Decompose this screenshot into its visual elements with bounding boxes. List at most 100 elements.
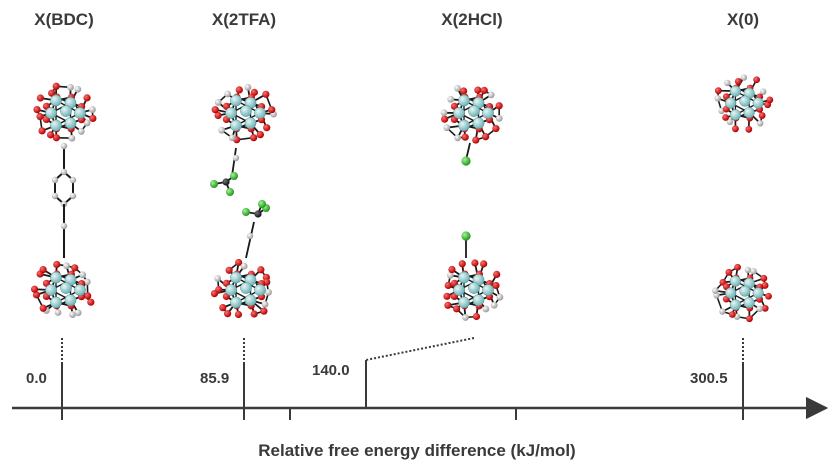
oxygen-atom [459,260,466,267]
zirconium-atom [230,120,241,131]
fluorine-atom [226,188,234,196]
oxygen-atom [753,76,760,83]
carbon-atom [254,210,261,217]
energy-level-ticks [62,360,743,420]
oxygen-atom [734,264,741,271]
oxygen-atom [759,112,766,119]
oxygen-atom [445,282,452,289]
zr6-cluster [441,85,503,144]
hydrogen-atom [443,124,450,131]
hydrogen-atom [245,84,252,91]
oxygen-atom [474,87,481,94]
zirconium-atom [753,288,764,299]
zirconium-atom [45,107,56,118]
oxygen-atom [40,305,47,312]
cluster-structures [31,74,773,322]
oxygen-atom [766,96,773,103]
hydrogen-atom [214,275,221,282]
hydrogen-atom [262,301,269,308]
oxygen-atom [492,125,499,132]
oxygen-atom [729,311,736,318]
linker-structures [52,143,471,258]
zirconium-atom [74,284,85,295]
fluorine-atom [242,208,250,216]
zirconium-atom [240,105,251,116]
oxygen-atom [481,87,488,94]
oxygen-atom [89,115,96,122]
oxygen-atom [480,260,487,267]
hydrogen-atom [265,289,272,296]
oxygen-atom [472,136,479,143]
zirconium-atom [60,105,71,116]
oxygen-atom [268,106,275,113]
cf3-group [242,200,270,218]
oxygen-atom [762,305,769,312]
zr6-cluster [211,259,272,318]
fluorine-atom [210,180,218,188]
oxygen-atom [745,126,752,133]
hydrogen-atom [215,99,222,106]
zr6-cluster [33,83,96,142]
oxygen-atom [453,305,460,312]
oxygen-atom [765,293,772,300]
hydrogen-atom [491,302,498,309]
zirconium-atom [50,297,61,308]
zirconium-atom [730,300,741,311]
carbon-atom [233,155,239,161]
zirconium-atom [453,107,464,118]
zirconium-atom [730,110,741,121]
oxygen-atom [40,266,47,273]
carbon-atom [52,177,58,183]
oxygen-atom [262,91,269,98]
hydrogen-atom [74,86,81,93]
hydrogen-atom [218,127,225,134]
hydrogen-atom [719,308,725,314]
zr6-cluster [443,259,503,321]
oxygen-atom [482,133,489,140]
zr6-cluster [712,264,772,322]
label-x-2hcl: X(2HCl) [441,10,502,29]
oxygen-atom [36,113,43,120]
oxygen-atom [722,114,729,121]
carbon-atom [61,143,67,149]
oxygen-atom [725,269,732,276]
oxygen-atom [236,86,243,93]
oxygen-atom [715,87,722,94]
value-2hcl: 140.0 [312,362,350,379]
hydrogen-atom [55,309,62,316]
hydrogen-atom [63,262,70,269]
zirconium-atom [74,107,85,118]
carbon-atom [52,193,58,199]
zirconium-atom [740,286,751,297]
zirconium-atom [254,107,265,118]
zirconium-atom [45,284,56,295]
hydrogen-atom [496,115,503,122]
hydrogen-atom [69,311,76,318]
zirconium-atom [230,272,241,283]
hydrogen-atom [750,268,756,274]
hydrogen-atom [712,287,718,293]
zirconium-atom [65,295,76,306]
carbon-atom [70,177,76,183]
axis-title: Relative free energy difference (kJ/mol) [258,441,575,460]
oxygen-atom [71,264,78,271]
zirconium-atom [225,107,236,118]
hydrogen-atom [241,263,248,270]
oxygen-atom [444,302,451,309]
oxygen-atom [224,310,231,317]
oxygen-atom [250,134,257,141]
value-2tfa: 85.9 [200,370,229,387]
zirconium-atom [744,297,755,308]
hydrogen-atom [447,96,454,103]
zr6-cluster [212,84,277,143]
value-0: 300.5 [690,370,728,387]
zr6-cluster [31,261,95,318]
oxygen-atom [219,304,226,311]
oxygen-atom [37,94,44,101]
hydrogen-atom [741,74,747,80]
oxygen-atom [496,102,503,109]
oxygen-atom [38,127,45,134]
zirconium-atom [230,297,241,308]
chlorine-atom [461,231,470,240]
hydrogen-atom [488,91,495,98]
